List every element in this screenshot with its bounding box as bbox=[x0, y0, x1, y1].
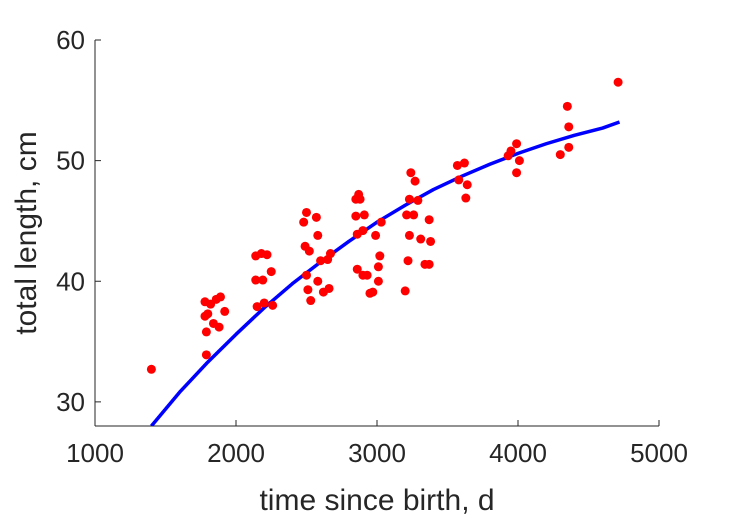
data-point bbox=[201, 327, 211, 337]
data-point bbox=[325, 249, 335, 259]
y-axis-label: total length, cm bbox=[10, 131, 43, 334]
data-point bbox=[406, 168, 416, 178]
x-tick-label: 4000 bbox=[489, 438, 547, 468]
data-point bbox=[302, 270, 311, 280]
data-point bbox=[352, 264, 362, 274]
fit-curve-layer bbox=[150, 120, 621, 426]
y-tick-label: 60 bbox=[56, 25, 85, 55]
data-point bbox=[506, 146, 516, 156]
data-point bbox=[351, 211, 361, 221]
y-tick-label: 30 bbox=[56, 387, 85, 417]
axes: 1000 2000 3000 4000 5000 30 40 50 60 bbox=[56, 25, 688, 468]
data-point bbox=[400, 286, 410, 296]
data-point bbox=[512, 168, 522, 178]
data-point bbox=[251, 275, 261, 285]
data-point bbox=[303, 285, 313, 295]
data-point bbox=[459, 158, 469, 168]
data-point bbox=[371, 230, 381, 240]
data-point bbox=[362, 270, 372, 280]
data-point bbox=[416, 234, 426, 244]
data-point bbox=[462, 180, 472, 190]
data-point bbox=[373, 276, 383, 286]
axis-labels: time since birth, d total length, cm bbox=[10, 131, 495, 517]
data-point bbox=[368, 287, 378, 297]
data-point bbox=[454, 175, 464, 185]
data-point bbox=[426, 236, 436, 246]
data-point bbox=[409, 210, 419, 220]
data-point bbox=[613, 77, 623, 87]
data-points-layer bbox=[146, 77, 623, 374]
data-point bbox=[555, 150, 565, 160]
data-point bbox=[512, 139, 522, 149]
data-point bbox=[564, 122, 574, 132]
data-point bbox=[252, 302, 262, 312]
data-point bbox=[146, 364, 156, 374]
data-point bbox=[262, 250, 272, 260]
data-point bbox=[424, 215, 434, 225]
data-point bbox=[304, 246, 314, 256]
data-point bbox=[564, 142, 574, 152]
data-point bbox=[306, 296, 316, 306]
data-point bbox=[404, 230, 414, 240]
data-point bbox=[375, 251, 385, 261]
data-point bbox=[299, 217, 309, 227]
data-point bbox=[373, 262, 383, 272]
data-point bbox=[266, 267, 276, 277]
data-point bbox=[452, 160, 462, 170]
x-tick-label: 3000 bbox=[348, 438, 406, 468]
fit-curve bbox=[150, 120, 621, 426]
data-point bbox=[355, 194, 365, 204]
data-point bbox=[358, 226, 368, 236]
y-tick-label: 50 bbox=[56, 146, 85, 176]
x-tick-label: 5000 bbox=[630, 438, 688, 468]
data-point bbox=[514, 156, 524, 166]
data-point bbox=[313, 276, 323, 286]
data-point bbox=[201, 350, 211, 360]
data-point bbox=[215, 292, 225, 302]
data-point bbox=[403, 256, 413, 266]
data-point bbox=[413, 195, 423, 205]
data-point bbox=[220, 306, 230, 316]
data-point bbox=[461, 193, 471, 203]
data-point bbox=[410, 176, 420, 186]
data-point bbox=[302, 207, 311, 217]
data-point bbox=[376, 217, 386, 227]
data-point bbox=[258, 275, 268, 285]
data-point bbox=[404, 194, 414, 204]
x-tick-label: 1000 bbox=[66, 438, 124, 468]
data-point bbox=[259, 298, 269, 308]
data-point bbox=[424, 259, 434, 269]
x-axis-label: time since birth, d bbox=[259, 484, 494, 517]
data-point bbox=[311, 212, 321, 222]
data-point bbox=[313, 230, 323, 240]
data-point bbox=[203, 309, 213, 319]
data-point bbox=[268, 300, 278, 310]
y-tick-label: 40 bbox=[56, 266, 85, 296]
data-point bbox=[562, 101, 572, 111]
x-tick-label: 2000 bbox=[207, 438, 265, 468]
data-point bbox=[316, 256, 326, 266]
data-point bbox=[402, 210, 412, 220]
data-point bbox=[359, 210, 369, 220]
data-point bbox=[324, 283, 334, 293]
data-point bbox=[214, 322, 224, 332]
